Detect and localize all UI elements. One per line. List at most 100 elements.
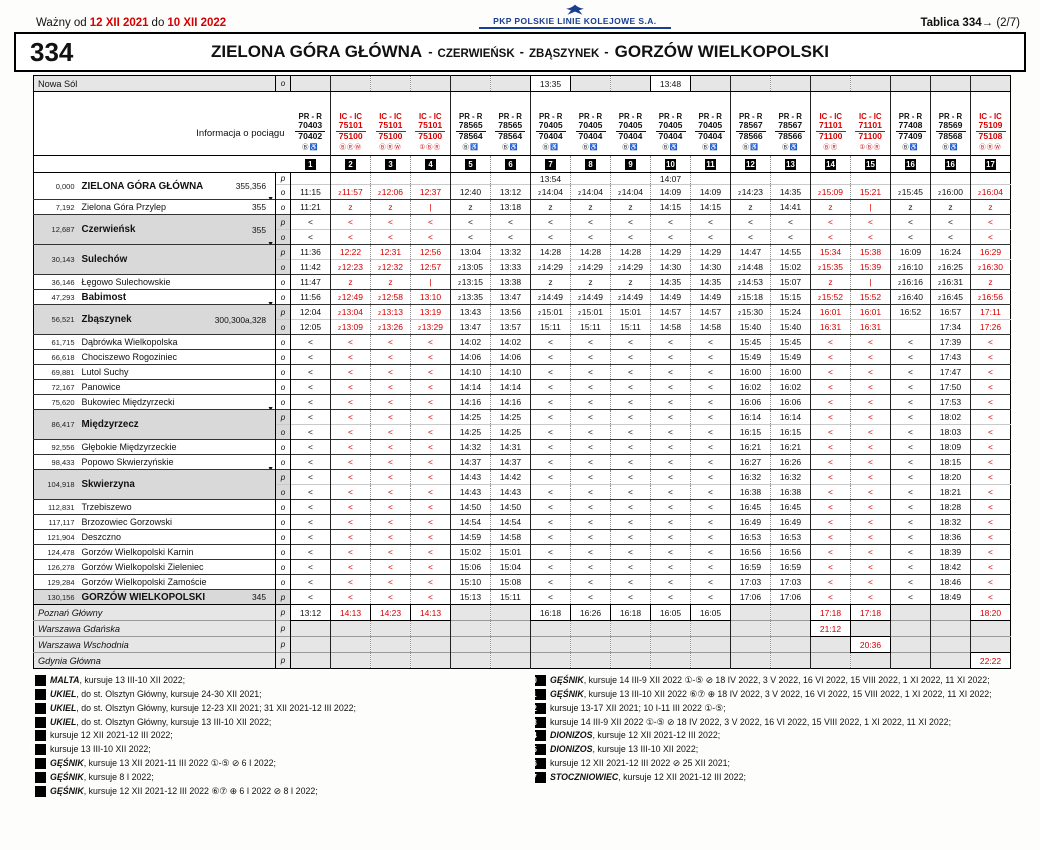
time-cell: < xyxy=(530,454,571,470)
footnote-ref-box: 16 xyxy=(905,158,916,170)
footnote-ref-cell: 17 xyxy=(970,155,1011,173)
station-km: 61,715 xyxy=(33,334,78,350)
station-name-cell: Międzyrzecz xyxy=(77,409,276,440)
footnote-number-box: 6 xyxy=(30,744,46,756)
train-column-header: PR - R 70405 70404 Ⓑ♿ xyxy=(690,91,731,156)
time-cell: < xyxy=(610,214,651,230)
train-number-even: 78564 xyxy=(495,131,526,142)
time-cell: 16:26 xyxy=(770,454,811,470)
time-cell: z12:06 xyxy=(370,184,411,200)
time-cell: 14:50 xyxy=(490,499,531,515)
footnote-ref-box: 9 xyxy=(625,158,636,170)
time-cell: < xyxy=(850,574,891,590)
time-cell xyxy=(450,604,491,621)
time-cell: z15:01 xyxy=(530,304,571,320)
request-stop-marker: z xyxy=(937,280,942,287)
train-service-icons: ⒷⓇⓌ xyxy=(979,144,1002,151)
time-cell: < xyxy=(610,394,651,410)
time-cell xyxy=(850,75,891,92)
time-cell: 12:31 xyxy=(370,244,411,260)
time-cell: z12:58 xyxy=(370,289,411,305)
time-cell: < xyxy=(810,379,851,395)
time-cell: < xyxy=(570,544,611,560)
footnote-ref-box: 17 xyxy=(985,158,996,170)
time-cell: z13:13 xyxy=(370,304,411,320)
time-cell: 13:04 xyxy=(450,244,491,260)
time-cell: 16:45 xyxy=(770,499,811,515)
time-cell: 15:02 xyxy=(450,544,491,560)
station-name: Gorzów Wielkopolski Zieleniec xyxy=(81,562,204,572)
time-cell: z11:57 xyxy=(330,184,371,200)
time-cell: 17:03 xyxy=(770,574,811,590)
footnote-ref-box: 5 xyxy=(465,158,476,170)
time-cell xyxy=(290,636,331,653)
time-cell: < xyxy=(610,364,651,380)
time-cell xyxy=(490,75,531,92)
station-row: 56,521 Zbąszynek 300,300a,328 p 12:04 z13:04 z… xyxy=(33,304,1011,335)
station-row: 124,478 Gorzów Wielkopolski Karnin o < < < <15… xyxy=(33,544,1011,560)
time-cell: < xyxy=(850,484,891,500)
footnote: 15 DIONIZOS, kursuje 13 III-10 XII 2022; xyxy=(528,744,1009,756)
time-cell: < xyxy=(850,364,891,380)
time-cell: < xyxy=(410,214,451,230)
time-cell: < xyxy=(330,349,371,365)
time-cell: < xyxy=(570,394,611,410)
train-service-icons: Ⓑ♿ xyxy=(662,144,679,151)
time-cell: < xyxy=(330,214,371,230)
station-km: 117,117 xyxy=(33,514,78,530)
time-cell: < xyxy=(690,484,731,500)
time-cell: < xyxy=(570,469,611,485)
request-stop-marker: z xyxy=(577,190,582,197)
time-cell: z xyxy=(570,199,611,215)
station-name: Lutol Suchy xyxy=(81,367,129,377)
footnote-ref-cell: 10 xyxy=(650,155,691,173)
time-cell: 14:16 xyxy=(450,394,491,410)
time-cell: z16:04 xyxy=(970,184,1011,200)
train-service-icons: Ⓑ♿ xyxy=(582,144,599,151)
train-column-header: PR - R 78567 78566 Ⓑ♿ xyxy=(730,91,771,156)
train-category: PR - R xyxy=(698,112,722,122)
time-cell: < xyxy=(690,574,731,590)
time-cell: < xyxy=(850,589,891,605)
train-category: IC - IC xyxy=(339,112,363,122)
station-row: 112,831 Trzebiszewo o < < < <14:50 14:50 < < < < <16… xyxy=(33,499,1011,515)
time-cell xyxy=(450,652,491,669)
station-name-cell: Gorzów Wielkopolski Karnin xyxy=(77,544,276,560)
pkp-eagle-icon xyxy=(565,4,584,15)
time-cell: < xyxy=(530,559,571,575)
time-cell: < xyxy=(370,514,411,530)
time-cell: 18:36 xyxy=(930,529,971,545)
time-cell: < xyxy=(610,439,651,455)
footnote-train-name: UKIEL xyxy=(50,716,77,727)
timetable-grid: Nowa Sól o 13:35 13:48 Informacja o pociągu P… xyxy=(33,75,1011,669)
time-cell: | xyxy=(850,199,891,215)
time-cell: < xyxy=(650,409,691,425)
time-cell: 16:06 xyxy=(770,394,811,410)
time-cell: < xyxy=(370,394,411,410)
request-stop-marker: z xyxy=(617,295,622,302)
time-cell: < xyxy=(530,409,571,425)
time-cell: 15:45 xyxy=(770,334,811,350)
time-cell: 14:41 xyxy=(770,199,811,215)
time-cell: 16:18 xyxy=(610,604,651,621)
time-cell: < xyxy=(410,484,451,500)
time-cell: < xyxy=(290,229,331,245)
time-cell: 14:28 xyxy=(570,244,611,260)
time-cell: 14:58 xyxy=(490,529,531,545)
train-column-header: PR - R 77408 77409 Ⓑ♿ xyxy=(890,91,931,156)
time-cell: 18:49 xyxy=(930,589,971,605)
time-cell xyxy=(650,652,691,669)
time-cell: < xyxy=(650,574,691,590)
table-refs: 355 xyxy=(252,202,266,212)
valid-from-date: 12 XII 2021 xyxy=(89,17,149,29)
request-stop-marker: z xyxy=(897,280,902,287)
time-cell: < xyxy=(410,559,451,575)
title-segment: - xyxy=(604,44,609,59)
time-cell: z15:18 xyxy=(730,289,771,305)
station-name-cell: GORZÓW WIELKOPOLSKI 345 xyxy=(77,589,276,605)
station-name-cell: Bukowiec Międzyrzecki ▼ xyxy=(77,394,276,410)
arr-dep-letter: p xyxy=(275,589,291,605)
time-cell: < xyxy=(970,379,1011,395)
time-cell: < xyxy=(330,454,371,470)
arr-dep-letter: p xyxy=(275,636,291,653)
